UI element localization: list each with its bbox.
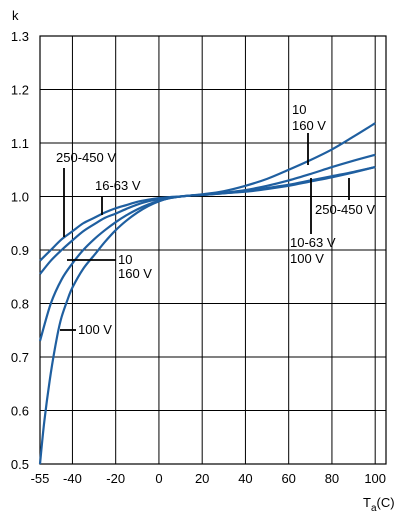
annotation-label: 100 V [290, 251, 324, 266]
y-tick-label: 0.8 [11, 297, 29, 312]
annotation-label: 10 [118, 252, 132, 267]
plot-frame [39, 35, 387, 465]
series-lines [38, 122, 376, 465]
x-tick-label: -55 [31, 471, 50, 486]
annotation-label: 10 [292, 102, 306, 117]
x-tick-label: 20 [195, 471, 209, 486]
annotation-label: 100 V [78, 322, 112, 337]
x-axis-label: Ta(C) [363, 495, 395, 514]
y-tick-label: 0.7 [11, 350, 29, 365]
x-tick-label: -40 [63, 471, 82, 486]
y-tick-label: 0.9 [11, 243, 29, 258]
x-tick-label: -20 [106, 471, 125, 486]
y-tick-label: 1.3 [11, 29, 29, 44]
x-tick-label: 40 [238, 471, 252, 486]
tick-labels: -55 -40 -20 0 20 40 60 80 100 0.5 0.6 0.7 0.8 0.9 1.0 1… [11, 29, 386, 486]
x-tick-label: 80 [325, 471, 339, 486]
x-tick-label: 60 [281, 471, 295, 486]
y-tick-label: 0.5 [11, 457, 29, 472]
y-tick-label: 0.6 [11, 404, 29, 419]
x-tick-label: 0 [155, 471, 162, 486]
y-tick-label: 1.2 [11, 83, 29, 98]
annotation-label: 160 V [292, 118, 326, 133]
annotation-label: 250-450 V [56, 150, 116, 165]
annotation-label: 160 V [118, 266, 152, 281]
annotation-label: 16-63 V [95, 178, 141, 193]
annotation-label: 10-63 V [290, 235, 336, 250]
annotation-label: 250-450 V [315, 202, 375, 217]
x-tick-label: 100 [364, 471, 386, 486]
y-axis-label: k [12, 8, 19, 23]
series-line-s100 [38, 166, 376, 465]
y-tick-label: 1.1 [11, 136, 29, 151]
y-tick-label: 1.0 [11, 190, 29, 205]
grid [39, 35, 387, 465]
